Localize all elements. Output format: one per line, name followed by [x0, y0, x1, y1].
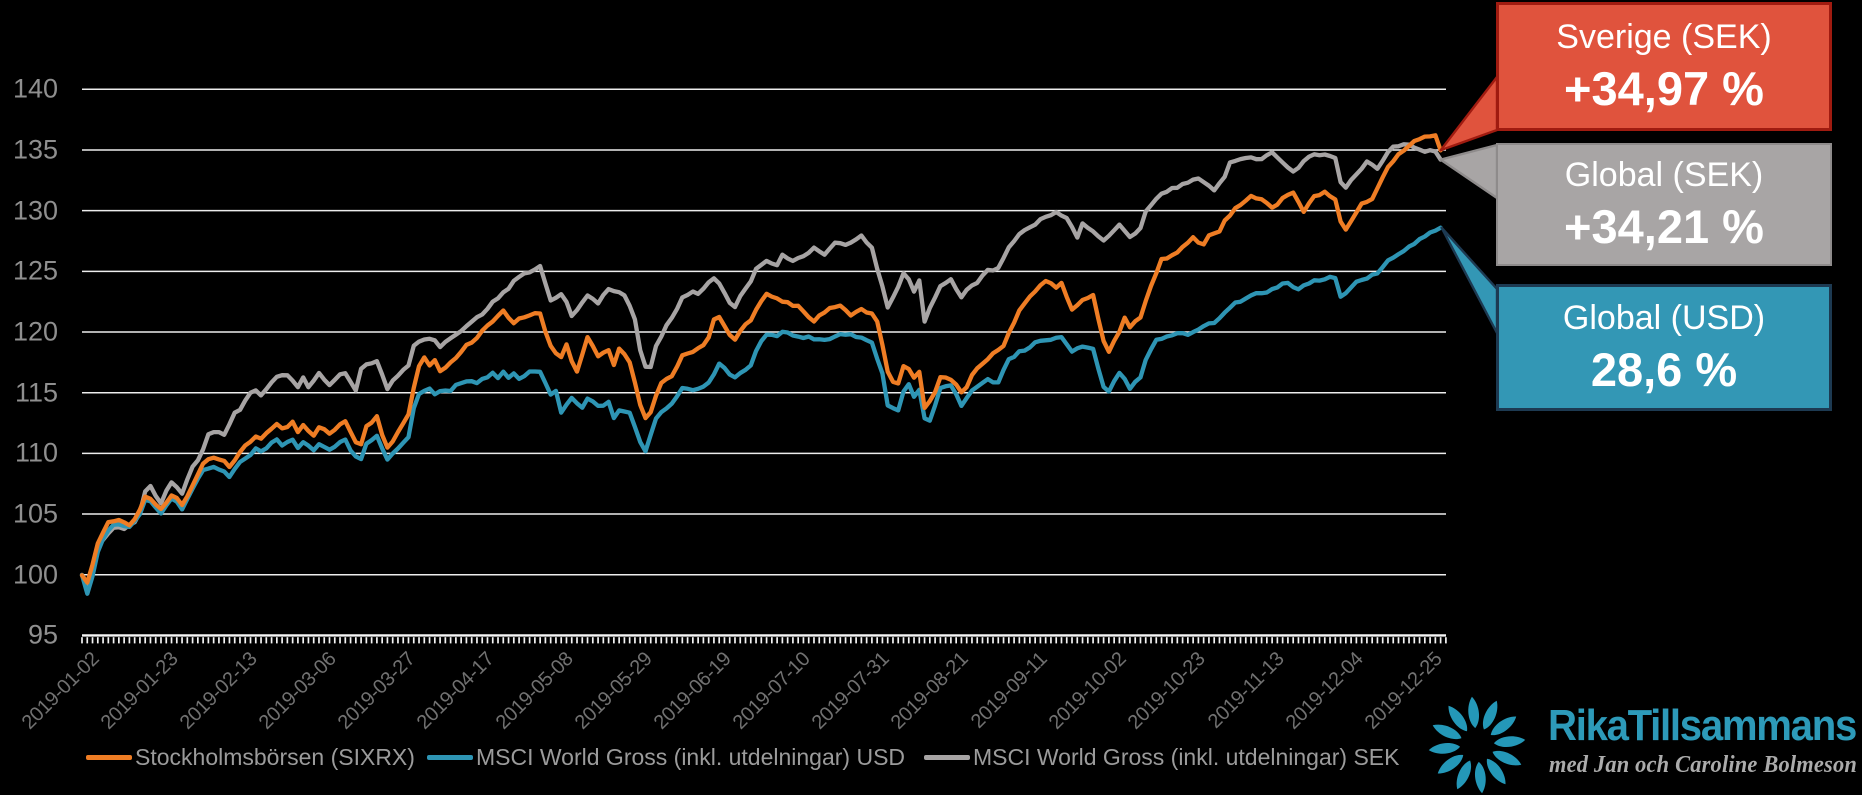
- y-axis-label-100: 100: [12, 559, 58, 590]
- legend-label: MSCI World Gross (inkl. utdelningar) USD: [476, 744, 906, 770]
- y-axis-label-130: 130: [12, 195, 58, 226]
- y-axis-label-115: 115: [14, 377, 58, 408]
- x-axis-minor-ticks: [81, 637, 1447, 644]
- legend-swatch-orange: [86, 755, 132, 760]
- logo-petal: [1468, 696, 1480, 729]
- y-axis-label-125: 125: [12, 255, 58, 286]
- logo-petal: [1493, 736, 1526, 748]
- legend-swatch-teal: [427, 755, 473, 760]
- callout-global-sek-label: Global (SEK): [1564, 156, 1764, 195]
- line-stockholmsborsen-sixrx[interactable]: [79, 133, 1443, 585]
- y-axis-label-120: 120: [12, 316, 58, 347]
- y-axis-label-135: 135: [12, 134, 58, 165]
- callout-global-usd: Global (USD) 28,6 %: [1496, 284, 1832, 411]
- logo-petal: [1492, 751, 1522, 766]
- callout-sweden-label: Sverige (SEK): [1556, 18, 1772, 57]
- logo-petal: [1456, 760, 1471, 790]
- y-axis-label-95: 95: [27, 619, 58, 650]
- legend-swatch-gray: [924, 755, 970, 760]
- logo-subtitle: med Jan och Caroline Bolmeson: [1549, 752, 1858, 778]
- logo-petal: [1483, 700, 1498, 730]
- callout-global-sek-value: +34,21 %: [1564, 199, 1764, 253]
- logo-petal: [1428, 742, 1461, 754]
- logo-petal: [1437, 754, 1464, 774]
- logo-petal: [1448, 705, 1468, 732]
- line-msci-world-sek[interactable]: [79, 142, 1443, 587]
- legend-label: Stockholmsbörsen (SIXRX): [135, 744, 415, 770]
- logo-petal: [1432, 724, 1462, 739]
- y-axis-label-105: 105: [12, 498, 58, 529]
- logo-flower-icon: [1428, 696, 1526, 794]
- y-axis-label-110: 110: [14, 437, 58, 468]
- callout-sweden-value: +34,97 %: [1564, 61, 1764, 115]
- callout-global-sek: Global (SEK) +34,21 %: [1496, 143, 1832, 266]
- line-msci-world-usd[interactable]: [79, 225, 1443, 596]
- pointer-global-sek: [1439, 143, 1499, 200]
- pointer-sweden-sek: [1439, 75, 1499, 152]
- pointer-global-usd: [1440, 226, 1499, 335]
- callout-global-usd-value: 28,6 %: [1590, 342, 1738, 396]
- logo-petal: [1490, 716, 1517, 736]
- callout-sweden-sek: Sverige (SEK) +34,97 %: [1496, 2, 1832, 131]
- y-axis-label-140: 140: [12, 73, 58, 104]
- legend-label: MSCI World Gross (inkl. utdelningar) SEK: [973, 744, 1400, 770]
- callout-global-usd-label: Global (USD): [1562, 299, 1766, 338]
- logo-petal: [1486, 758, 1506, 785]
- logo-title: RikaTillsammans: [1548, 701, 1857, 750]
- rikatillsammans-logo[interactable]: RikaTillsammans med Jan och Caroline Bol…: [1425, 690, 1862, 795]
- logo-petal: [1474, 761, 1486, 794]
